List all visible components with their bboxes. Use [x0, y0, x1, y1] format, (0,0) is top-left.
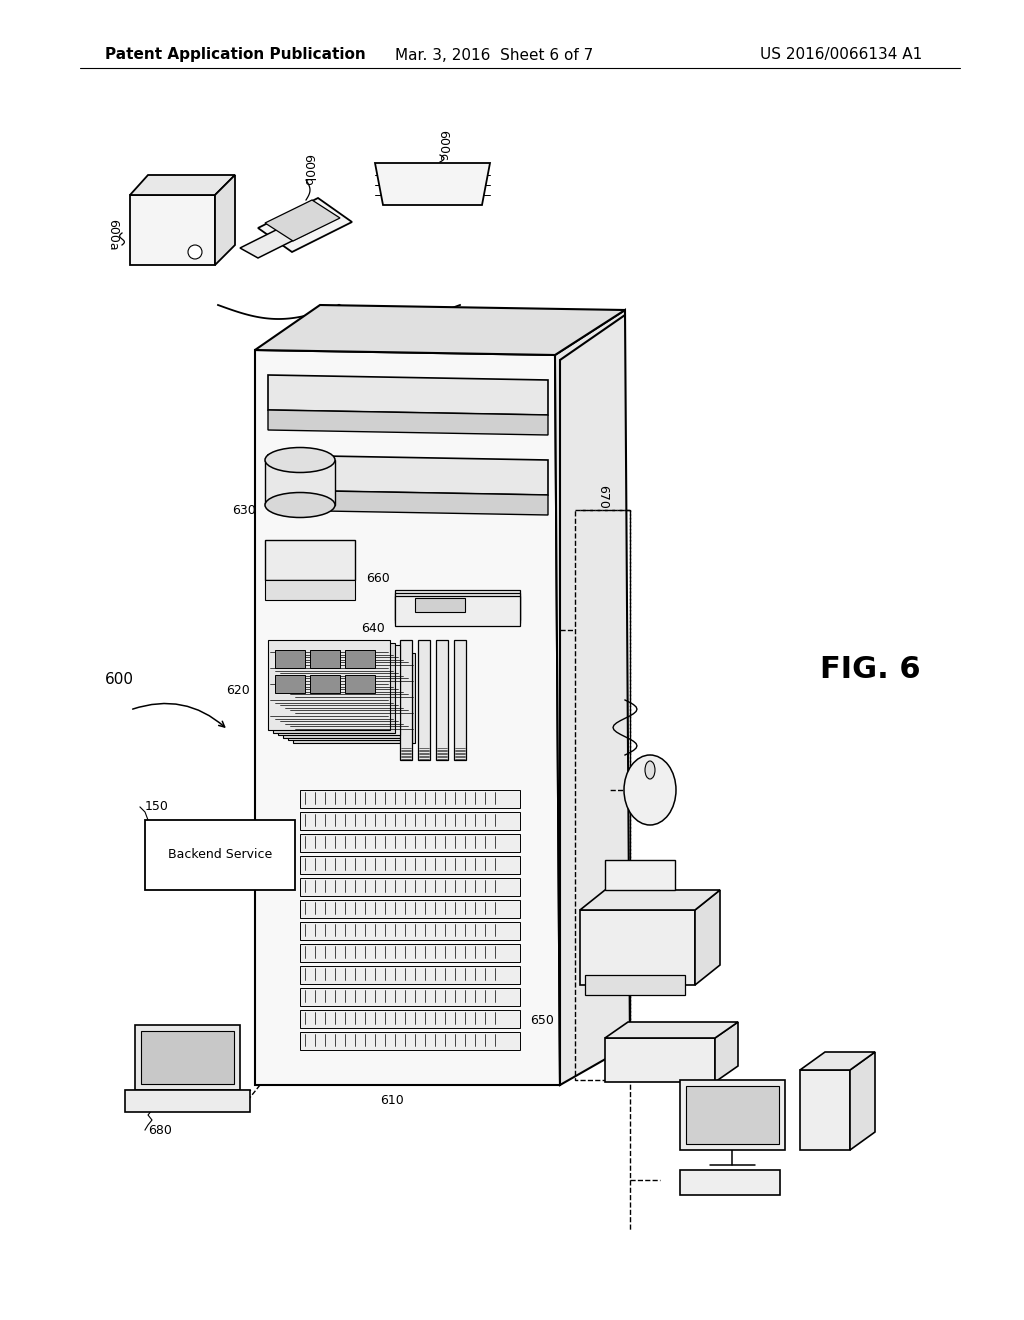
Polygon shape — [555, 310, 630, 1085]
Polygon shape — [418, 640, 430, 760]
Text: Patent Application Publication: Patent Application Publication — [105, 48, 366, 62]
Polygon shape — [695, 890, 720, 985]
Polygon shape — [265, 201, 340, 242]
Polygon shape — [135, 1026, 240, 1090]
Polygon shape — [454, 640, 466, 760]
Polygon shape — [400, 640, 412, 760]
Polygon shape — [680, 1170, 780, 1195]
Polygon shape — [395, 597, 520, 626]
Text: 660: 660 — [367, 572, 390, 585]
Text: 680: 680 — [148, 1123, 172, 1137]
Polygon shape — [268, 640, 390, 730]
Bar — [145, 820, 295, 890]
Text: US 2016/0066134 A1: US 2016/0066134 A1 — [760, 48, 923, 62]
Polygon shape — [395, 593, 520, 623]
Polygon shape — [300, 944, 520, 962]
Text: 600a: 600a — [106, 219, 120, 251]
Polygon shape — [240, 218, 318, 257]
Polygon shape — [268, 490, 548, 515]
Text: 620: 620 — [226, 684, 250, 697]
Ellipse shape — [624, 755, 676, 825]
Text: 630: 630 — [232, 503, 256, 516]
Polygon shape — [585, 975, 685, 995]
Polygon shape — [268, 411, 548, 436]
Ellipse shape — [645, 762, 655, 779]
Polygon shape — [300, 812, 520, 830]
Polygon shape — [300, 1010, 520, 1028]
Text: 600: 600 — [105, 672, 134, 688]
Polygon shape — [300, 987, 520, 1006]
Polygon shape — [345, 675, 375, 693]
Circle shape — [188, 246, 202, 259]
Polygon shape — [300, 900, 520, 917]
Polygon shape — [375, 162, 490, 205]
Polygon shape — [345, 649, 375, 668]
Polygon shape — [288, 649, 410, 741]
Bar — [575, 510, 630, 1080]
Polygon shape — [293, 652, 415, 742]
Polygon shape — [605, 1022, 738, 1038]
Text: 600c: 600c — [436, 129, 450, 161]
Polygon shape — [800, 1052, 874, 1071]
Polygon shape — [258, 198, 352, 252]
Polygon shape — [130, 195, 215, 265]
Polygon shape — [215, 176, 234, 265]
Text: 600b: 600b — [301, 154, 314, 186]
Polygon shape — [395, 590, 520, 620]
Polygon shape — [265, 540, 355, 579]
Polygon shape — [283, 648, 406, 738]
Polygon shape — [255, 305, 625, 355]
Text: 640: 640 — [361, 622, 385, 635]
Polygon shape — [850, 1052, 874, 1150]
Polygon shape — [300, 789, 520, 808]
Polygon shape — [273, 643, 395, 733]
Polygon shape — [580, 890, 720, 909]
Polygon shape — [800, 1071, 850, 1150]
Ellipse shape — [265, 492, 335, 517]
Text: 650: 650 — [530, 1014, 554, 1027]
Polygon shape — [265, 579, 355, 601]
Polygon shape — [605, 861, 675, 890]
Polygon shape — [415, 598, 465, 612]
Polygon shape — [268, 375, 548, 414]
Polygon shape — [125, 1090, 250, 1111]
Polygon shape — [715, 1022, 738, 1082]
Polygon shape — [275, 649, 305, 668]
Polygon shape — [310, 649, 340, 668]
Polygon shape — [686, 1086, 779, 1144]
Polygon shape — [265, 459, 335, 506]
Polygon shape — [680, 1080, 785, 1150]
Polygon shape — [300, 878, 520, 896]
Polygon shape — [310, 675, 340, 693]
Text: Backend Service: Backend Service — [168, 849, 272, 862]
Polygon shape — [275, 675, 305, 693]
Polygon shape — [268, 455, 548, 495]
Polygon shape — [300, 966, 520, 983]
Polygon shape — [300, 921, 520, 940]
Text: 670: 670 — [597, 484, 609, 510]
Polygon shape — [300, 1032, 520, 1049]
Polygon shape — [255, 350, 560, 1085]
Polygon shape — [130, 176, 234, 195]
Polygon shape — [141, 1031, 234, 1084]
Polygon shape — [300, 834, 520, 851]
Polygon shape — [605, 1038, 715, 1082]
Polygon shape — [580, 909, 695, 985]
Text: Mar. 3, 2016  Sheet 6 of 7: Mar. 3, 2016 Sheet 6 of 7 — [395, 48, 593, 62]
Text: FIG. 6: FIG. 6 — [819, 656, 921, 685]
Text: 150: 150 — [145, 800, 169, 813]
Polygon shape — [436, 640, 449, 760]
Polygon shape — [278, 645, 400, 735]
Polygon shape — [300, 855, 520, 874]
Ellipse shape — [265, 447, 335, 473]
Text: 610: 610 — [380, 1093, 403, 1106]
